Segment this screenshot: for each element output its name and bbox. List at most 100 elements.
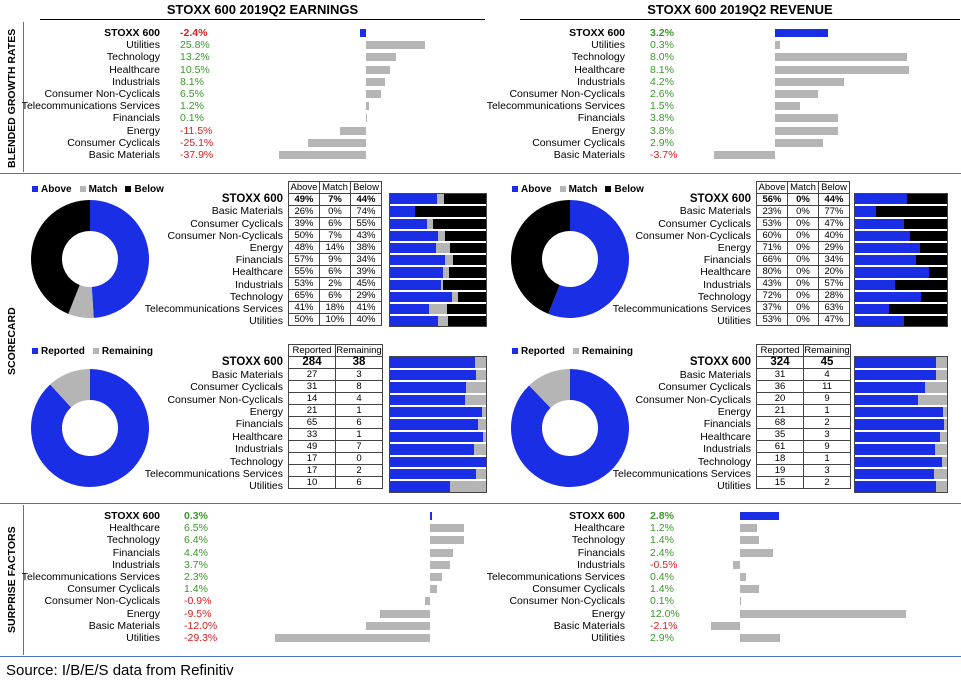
bar (733, 560, 740, 569)
table-cell: 65 (288, 416, 336, 429)
revenue-header-rule (520, 19, 960, 20)
category-label: Consumer Non-Cyclicals (128, 230, 283, 242)
table-cell: 2 (803, 476, 851, 489)
category-label-text: Energy (717, 242, 751, 254)
stacked-bar-segment (444, 230, 486, 241)
stacked-bar-segment (390, 357, 475, 368)
table-row: 39% 6% 55% (288, 217, 382, 230)
category-label-text: Healthcare (700, 430, 751, 443)
table-row: 27 3 (288, 368, 383, 381)
stacked-bar-segment (438, 316, 448, 327)
category-label: STOXX 600 (596, 356, 751, 368)
stacked-bar-segment (474, 357, 486, 368)
category-label: Industrials (475, 559, 625, 571)
value-label: 12.0% (650, 607, 680, 620)
table-cell: 38% (350, 241, 382, 254)
stacked-bar-segment (855, 357, 936, 368)
legend-swatch (32, 186, 38, 192)
stacked-bar-segment (429, 304, 447, 315)
bar (278, 151, 366, 159)
table-cell: 17 (288, 464, 336, 477)
category-label-text: Technology (697, 290, 751, 303)
category-label: Financials (596, 418, 751, 430)
stacked-bar-segment (894, 279, 947, 290)
table-cell: 47% (818, 217, 850, 230)
value-label: -37.9% (180, 149, 214, 161)
stacked-bar-segment (390, 407, 482, 418)
category-label-text: Consumer Cyclicals (67, 583, 160, 596)
category-label: Utilities (128, 480, 283, 492)
stacked-bar-segment (390, 419, 478, 430)
table-cell: 71% (756, 241, 788, 254)
category-label-text: Basic Materials (211, 368, 283, 381)
table-cell: 11 (803, 380, 851, 393)
value-label: 2.3% (184, 571, 208, 583)
category-label-text: Industrials (112, 558, 160, 571)
table-row: 60% 0% 40% (756, 229, 850, 242)
stacked-bar-segment (936, 369, 947, 381)
category-label: Healthcare (10, 64, 160, 76)
table-row: 18 1 (756, 452, 851, 465)
stacked-bar-segment (921, 291, 947, 302)
table-cell: 31 (288, 380, 336, 393)
category-label-text: Consumer Cyclicals (190, 217, 283, 230)
category-label-text: Energy (591, 124, 625, 137)
category-label: Consumer Cyclicals (596, 381, 751, 393)
table-cell: 21 (288, 404, 336, 417)
table-cell: 41% (350, 301, 382, 314)
stacked-bar-segment (855, 304, 890, 315)
value-label: 3.7% (184, 558, 208, 571)
category-label: Telecommunications Services (475, 100, 625, 112)
category-label-text: Industrials (577, 75, 625, 88)
stacked-bar-segment (452, 291, 459, 302)
value-label: 0.1% (650, 595, 674, 608)
stacked-bar-segment (903, 218, 947, 229)
stacked-bar-segment (918, 394, 947, 405)
bar (740, 524, 757, 533)
pie-slice (68, 285, 94, 318)
score-table: Reported Remaining 324 45 31 4 36 11 20 9 21 1 68 2 35… (756, 344, 851, 489)
table-row: 80% 0% 20% (756, 265, 850, 278)
surprise-axis-rule (23, 505, 24, 655)
category-label: Energy (596, 242, 751, 254)
stacked-bar-segment (390, 481, 450, 492)
category-label-text: Utilities (249, 315, 283, 328)
category-label-text: Financials (577, 546, 625, 559)
table-cell: 40% (818, 229, 850, 242)
stacked-bar-segment (427, 218, 434, 229)
bar (430, 585, 438, 594)
category-label: Consumer Non-Cyclicals (596, 230, 751, 242)
stacked-bar-segment (934, 469, 947, 480)
value-label: 25.8% (180, 39, 210, 52)
stacked-bar-segment (390, 316, 438, 327)
stacked-bar-frame (854, 193, 948, 328)
bar (740, 573, 746, 581)
stacked-bar-segment (855, 419, 945, 430)
table-cell: 66% (756, 253, 788, 266)
bar (740, 597, 742, 606)
legend-swatch (125, 186, 132, 192)
value-label: 3.2% (650, 27, 674, 39)
source-note: Source: I/B/E/S data from Refinitiv (6, 662, 234, 679)
table-cell: 15 (756, 476, 804, 489)
category-label-text: STOXX 600 (689, 356, 751, 369)
table-cell: 29% (350, 289, 382, 302)
category-label-text: STOXX 600 (569, 510, 625, 522)
category-label-text: Consumer Non-Cyclicals (635, 393, 751, 406)
category-label: Telecommunications Services (10, 100, 160, 112)
table-cell: 61 (756, 440, 804, 453)
stacked-bar-segment (925, 382, 947, 393)
category-label: STOXX 600 (475, 27, 625, 39)
stacked-bar-segment (936, 481, 947, 492)
score-table: Above Match Below 56% 0% 44% 23% 0% 77% 53% 0% 47% 6… (756, 181, 850, 326)
table-row: 15 2 (756, 476, 851, 489)
category-label-text: Consumer Cyclicals (67, 136, 160, 149)
bar (366, 53, 397, 62)
category-label: Consumer Cyclicals (10, 137, 160, 149)
table-row: 49% 7% 44% (288, 193, 382, 206)
category-label: Basic Materials (596, 369, 751, 381)
stacked-bar-segment (390, 444, 474, 455)
stacked-bar-segment (464, 394, 486, 405)
stacked-bar-segment (942, 456, 947, 467)
value-label: 8.0% (650, 51, 674, 64)
